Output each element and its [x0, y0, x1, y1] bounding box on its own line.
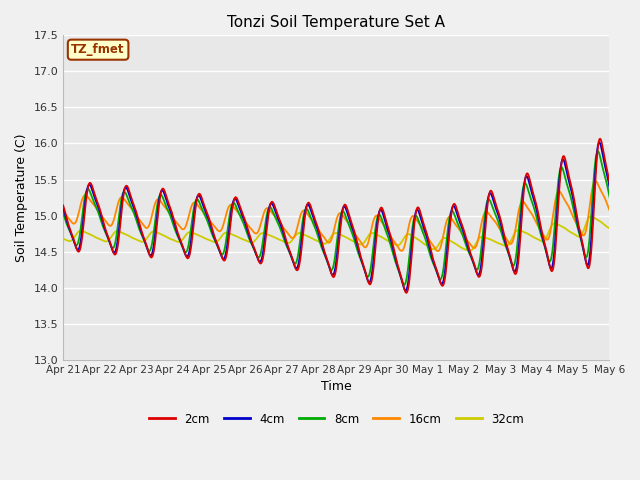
16cm [300, 208, 308, 214]
32cm [464, 248, 472, 253]
4cm [138, 231, 146, 237]
4cm [321, 252, 329, 258]
4cm [596, 139, 604, 145]
32cm [138, 239, 146, 245]
Line: 32cm: 32cm [63, 209, 628, 251]
32cm [321, 241, 329, 247]
8cm [401, 282, 408, 288]
16cm [465, 240, 473, 245]
Line: 16cm: 16cm [63, 181, 628, 251]
4cm [60, 205, 67, 211]
4cm [402, 288, 410, 293]
2cm [596, 136, 604, 142]
32cm [300, 232, 308, 238]
2cm [61, 211, 69, 216]
8cm [321, 253, 329, 259]
16cm [61, 211, 69, 217]
4cm [624, 232, 632, 238]
Line: 8cm: 8cm [63, 151, 628, 285]
8cm [479, 234, 486, 240]
4cm [61, 213, 69, 219]
8cm [60, 211, 67, 216]
X-axis label: Time: Time [321, 380, 351, 393]
32cm [60, 236, 67, 241]
2cm [321, 251, 329, 257]
Line: 2cm: 2cm [63, 139, 628, 293]
2cm [138, 230, 146, 236]
2cm [403, 290, 410, 296]
Text: TZ_fmet: TZ_fmet [71, 43, 125, 56]
32cm [479, 234, 486, 240]
8cm [300, 211, 308, 216]
8cm [61, 217, 69, 223]
4cm [300, 216, 308, 222]
16cm [434, 248, 442, 254]
32cm [466, 248, 474, 253]
8cm [138, 233, 146, 239]
2cm [465, 245, 473, 251]
16cm [138, 220, 146, 226]
16cm [479, 216, 486, 222]
4cm [479, 251, 486, 256]
2cm [479, 258, 486, 264]
32cm [624, 206, 632, 212]
2cm [624, 244, 632, 250]
2cm [300, 222, 308, 228]
8cm [594, 148, 602, 154]
16cm [624, 183, 632, 189]
Y-axis label: Soil Temperature (C): Soil Temperature (C) [15, 133, 28, 262]
8cm [465, 250, 473, 255]
Line: 4cm: 4cm [63, 142, 628, 290]
16cm [321, 236, 329, 242]
8cm [624, 204, 632, 210]
Legend: 2cm, 4cm, 8cm, 16cm, 32cm: 2cm, 4cm, 8cm, 16cm, 32cm [144, 408, 529, 431]
16cm [60, 208, 67, 214]
4cm [465, 247, 473, 253]
Title: Tonzi Soil Temperature Set A: Tonzi Soil Temperature Set A [227, 15, 445, 30]
2cm [60, 203, 67, 208]
32cm [61, 237, 69, 242]
16cm [592, 178, 600, 184]
